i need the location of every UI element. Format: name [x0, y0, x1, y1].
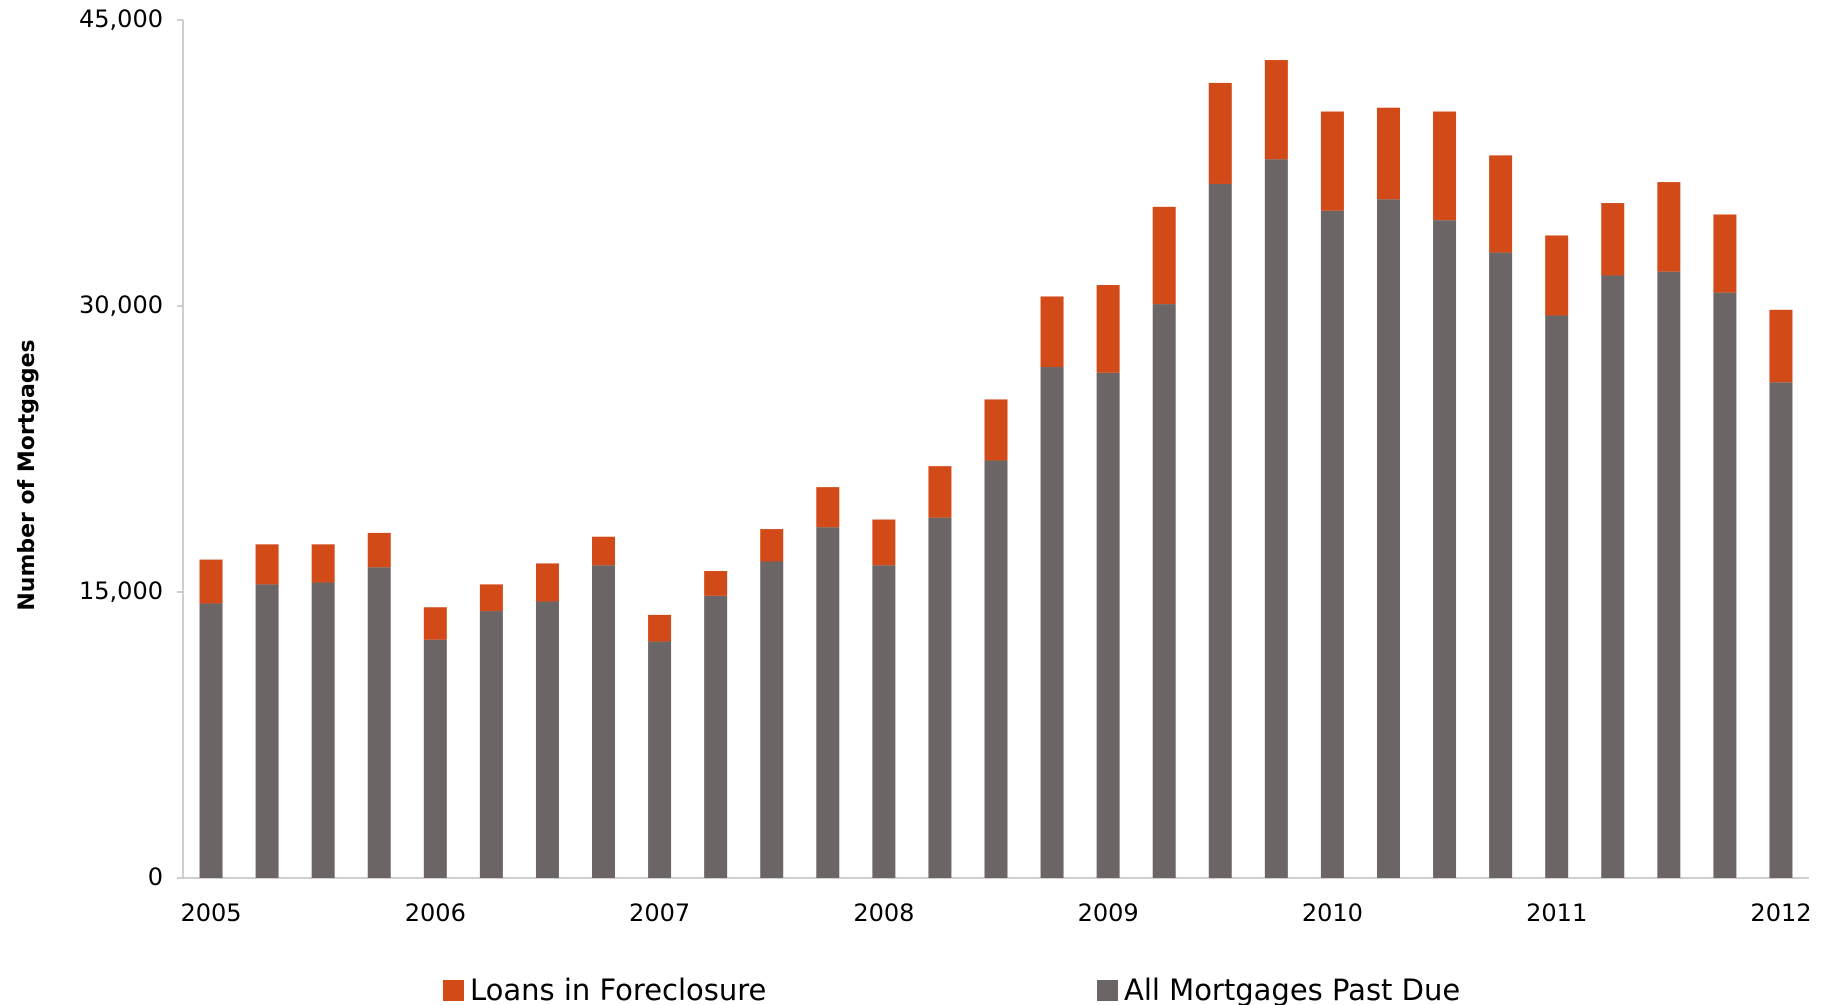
bar-segment [255, 584, 279, 878]
bar-segment [1040, 296, 1064, 368]
y-tick-label: 45,000 [79, 5, 163, 33]
bar-segment [1769, 382, 1793, 878]
bar-segment [367, 532, 391, 568]
x-tick-label: 2006 [405, 899, 466, 927]
y-tick-label: 30,000 [79, 291, 163, 319]
bar-segment [1376, 199, 1400, 878]
bar-segment [1320, 210, 1344, 878]
bar-segment [311, 544, 335, 583]
bar-segment [423, 639, 447, 878]
y-axis-title: Number of Mortgages [15, 339, 40, 610]
bar-segment [984, 460, 1008, 878]
bar-segment [367, 567, 391, 878]
bar-segment [872, 519, 896, 566]
bar-segment [1152, 206, 1176, 305]
bar-segment [1489, 155, 1513, 253]
bar-segment [1264, 159, 1288, 879]
bar-segment [1208, 82, 1232, 184]
x-tick-label: 2005 [180, 899, 241, 927]
bar-segment [816, 527, 840, 878]
x-tick-label: 2012 [1750, 899, 1811, 927]
x-tick-label: 2009 [1078, 899, 1139, 927]
bar-segment [704, 571, 728, 596]
bar-segment [1096, 372, 1120, 878]
bar-segment [872, 565, 896, 878]
bar-segment [255, 544, 279, 585]
legend-swatch [1097, 980, 1118, 1001]
bar-segment [199, 603, 223, 878]
legend-swatch [443, 980, 464, 1001]
y-tick-label: 15,000 [79, 577, 163, 605]
bar-segment [760, 529, 784, 562]
x-tick-label: 2010 [1302, 899, 1363, 927]
x-tick-label: 2007 [629, 899, 690, 927]
bar-segment [1545, 235, 1569, 316]
bar-segment [199, 559, 223, 604]
legend-label: Loans in Foreclosure [470, 973, 766, 1005]
bar-segment [1152, 304, 1176, 878]
bar-segment [1657, 271, 1681, 878]
bar-segment [1713, 214, 1737, 293]
bar-segment [760, 561, 784, 878]
bar-segment [1320, 111, 1344, 211]
bar-segment [1433, 111, 1457, 221]
bar-segment [592, 536, 616, 566]
bar-segment [1208, 183, 1232, 878]
bar-segment [1040, 367, 1064, 878]
bar-segment [1376, 107, 1400, 200]
x-tick-label: 2008 [853, 899, 914, 927]
bar-segment [535, 563, 559, 602]
bar-segment [311, 582, 335, 878]
legend-label: All Mortgages Past Due [1124, 973, 1460, 1005]
x-tick-label: 2011 [1526, 899, 1587, 927]
bar-segment [423, 607, 447, 640]
bar-segment [1264, 60, 1288, 160]
bar-segment [1601, 203, 1625, 276]
bar-segment [1489, 252, 1513, 878]
bar-segment [479, 611, 503, 878]
bar-segment [1769, 309, 1793, 383]
bar-segment [1096, 285, 1120, 373]
bar-segment [704, 595, 728, 878]
bar-segment [1713, 292, 1737, 878]
bar-segment [928, 517, 952, 878]
bar-segment [648, 641, 672, 878]
bar-segment [1545, 315, 1569, 878]
bar-segment [535, 601, 559, 878]
bar-segment [928, 466, 952, 518]
y-tick-label: 0 [148, 863, 163, 891]
bar-segment [816, 487, 840, 528]
bar-segment [1601, 275, 1625, 878]
bar-segment [1657, 182, 1681, 272]
bar-segment [592, 565, 616, 878]
bar-segment [1433, 220, 1457, 878]
bar-segment [648, 614, 672, 642]
bar-segment [479, 584, 503, 612]
bar-segment [984, 399, 1008, 461]
